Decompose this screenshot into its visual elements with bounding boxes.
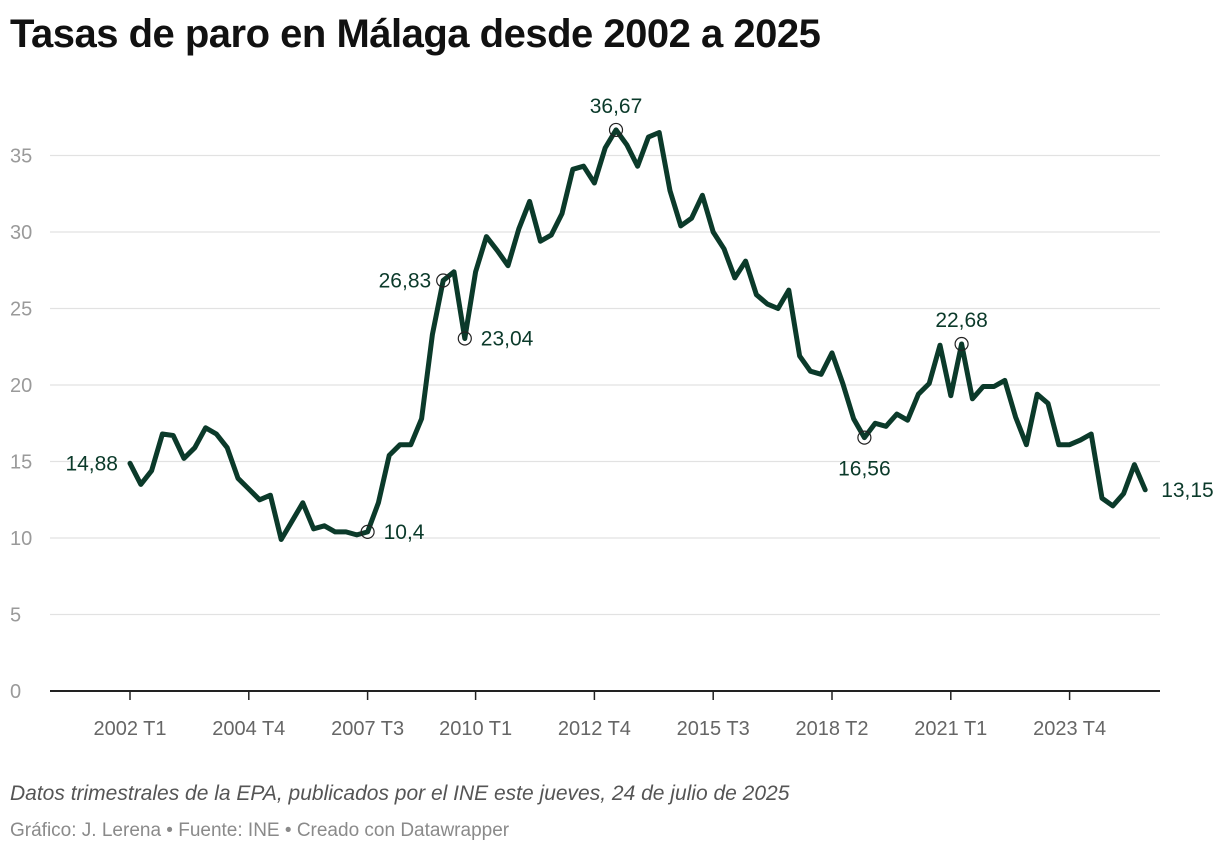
series-line: [127, 127, 1148, 542]
annotation-marker: [360, 524, 375, 539]
annotations: 14,88 10,4 26,83 23,04 36,67 16,56 22,68 13,15: [65, 95, 1213, 544]
annotation-label: 22,68: [935, 309, 988, 332]
chart-notes: Datos trimestrales de la EPA, publicados…: [10, 782, 790, 805]
chart-byline: Gráfico: J. Lerena • Fuente: INE • Cread…: [10, 820, 510, 841]
x-tick-label: 2004 T4: [212, 718, 285, 740]
chart-title: Tasas de paro en Málaga desde 2002 a 202…: [10, 12, 821, 56]
line-chart: 0 5 10 15 20 25 30 35 2002 T1 2004 T4 2007 T3 2010…: [10, 95, 1214, 740]
annotation-marker: [608, 122, 624, 138]
y-tick-label: 15: [10, 452, 32, 474]
x-tick-label: 2021 T1: [914, 718, 987, 740]
y-tick-label: 30: [10, 222, 32, 244]
y-tick-label: 25: [10, 299, 32, 321]
x-tick-label: 2023 T4: [1033, 718, 1106, 740]
annotation-label: 10,4: [384, 521, 425, 544]
annotation-marker: [436, 273, 451, 288]
series-group: [127, 127, 1148, 542]
x-axis: 2002 T1 2004 T4 2007 T3 2010 T1 2012 T4 2015 …: [50, 690, 1160, 740]
x-tick-label: 2018 T2: [795, 718, 868, 740]
y-tick-label: 10: [10, 528, 32, 550]
annotation-label: 36,67: [590, 95, 643, 118]
x-tick-label: 2010 T1: [439, 718, 512, 740]
y-tick-label: 35: [10, 146, 32, 168]
annotation-label: 26,83: [379, 270, 432, 293]
annotation-label: 23,04: [481, 327, 534, 350]
annotation-label: 14,88: [65, 452, 118, 475]
x-tick-label: 2012 T4: [558, 718, 631, 740]
gridlines: [50, 154, 1160, 616]
y-tick-label: 5: [10, 605, 21, 627]
annotation-marker: [857, 430, 872, 445]
annotation-label: 16,56: [838, 458, 891, 481]
x-tick-label: 2002 T1: [93, 718, 166, 740]
y-axis: 0 5 10 15 20 25 30 35: [10, 146, 32, 704]
annotation-marker: [954, 336, 969, 352]
annotation-marker: [457, 331, 472, 346]
x-tick-label: 2015 T3: [677, 718, 750, 740]
y-tick-label: 0: [10, 681, 21, 703]
annotation-label: 13,15: [1161, 479, 1214, 502]
x-tick-label: 2007 T3: [331, 718, 404, 740]
y-tick-label: 20: [10, 375, 32, 397]
